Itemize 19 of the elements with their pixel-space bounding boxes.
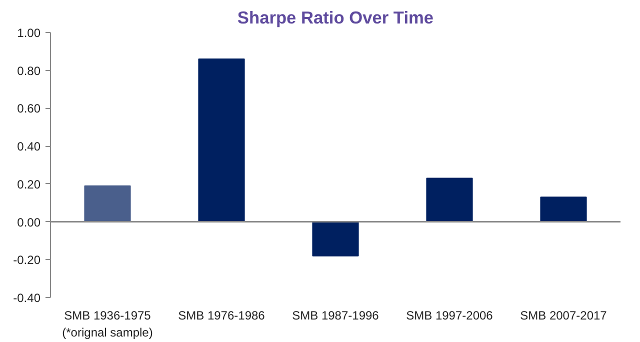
x-tick-label: SMB 2007-2017	[520, 308, 608, 322]
y-tick-label: 0.60	[17, 102, 41, 116]
bar	[312, 221, 359, 256]
x-tick-label: SMB 1997-2006	[406, 308, 494, 322]
bar	[198, 58, 245, 222]
bar	[540, 196, 587, 222]
y-tick-label: -0.40	[13, 291, 41, 305]
x-tick-label: SMB 1936-1975 (*orignal sample)	[62, 308, 153, 340]
y-tick-label: 0.80	[17, 64, 41, 78]
y-tick-label: 0.40	[17, 140, 41, 154]
bar	[426, 178, 473, 222]
y-tick-label: 1.00	[17, 26, 41, 40]
y-tick-label: 0.20	[17, 177, 41, 192]
bar	[84, 185, 131, 222]
chart-title: Sharpe Ratio Over Time	[237, 8, 434, 28]
x-tick-label: SMB 1987-1996	[292, 308, 380, 322]
y-tick-label: 0.00	[17, 215, 41, 230]
x-tick-label: SMB 1976-1986	[178, 308, 266, 322]
y-tick-label: -0.20	[13, 253, 41, 268]
